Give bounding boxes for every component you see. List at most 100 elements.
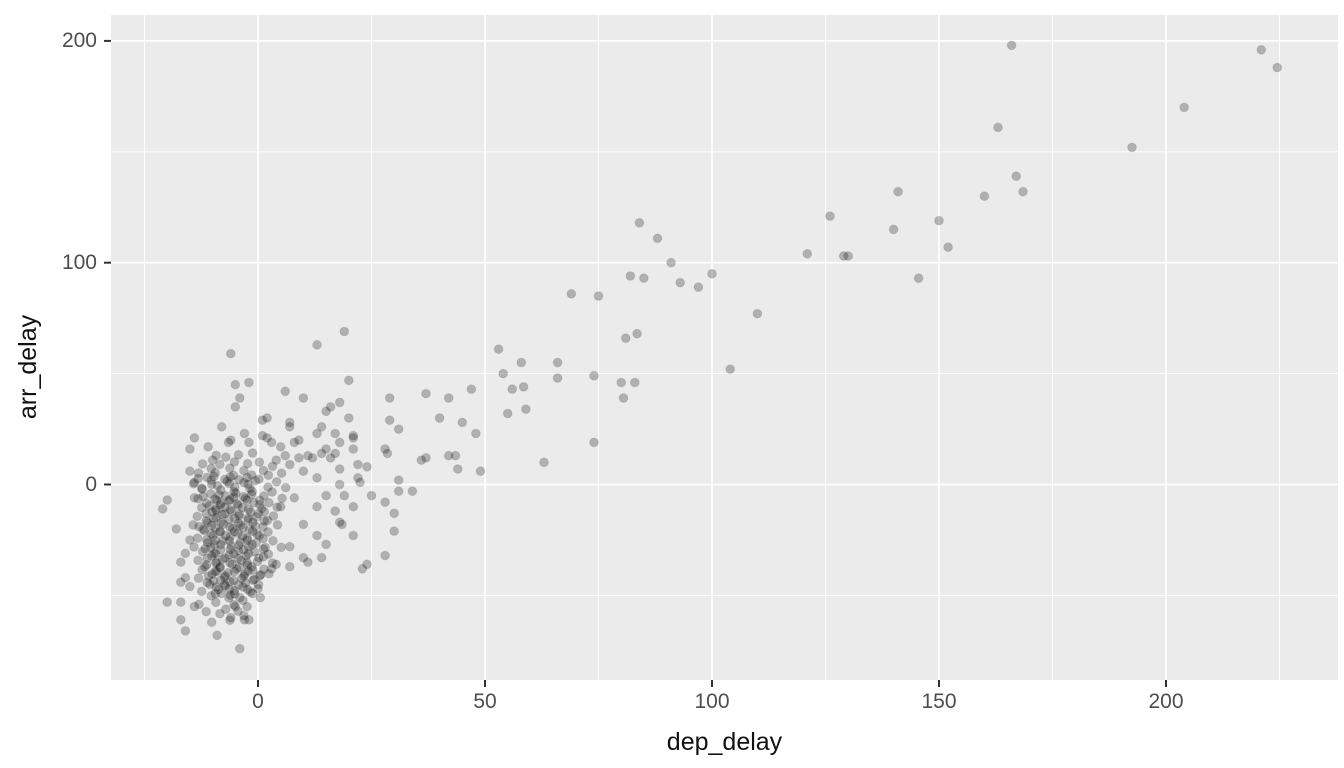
data-point xyxy=(207,507,218,517)
data-point xyxy=(211,557,222,568)
data-point xyxy=(209,471,219,482)
data-point xyxy=(242,560,253,571)
data-point xyxy=(220,474,230,485)
data-point xyxy=(240,578,251,588)
data-point xyxy=(247,539,258,550)
data-point xyxy=(303,450,313,461)
data-point xyxy=(1127,142,1137,153)
data-point xyxy=(382,448,393,459)
data-point xyxy=(208,513,219,524)
data-point xyxy=(225,612,236,623)
data-point xyxy=(207,455,218,466)
data-point xyxy=(226,506,237,517)
data-point xyxy=(239,571,249,581)
data-point xyxy=(321,490,332,501)
data-point xyxy=(334,437,345,448)
data-point xyxy=(204,500,215,511)
data-point xyxy=(234,592,245,603)
data-point xyxy=(280,482,291,493)
data-point xyxy=(162,495,173,505)
data-point xyxy=(202,553,213,563)
data-point xyxy=(330,506,341,517)
data-point xyxy=(284,541,295,552)
data-point xyxy=(244,437,254,448)
data-point xyxy=(893,186,903,197)
data-point xyxy=(206,463,217,474)
data-point xyxy=(276,468,287,479)
data-point xyxy=(226,540,237,551)
data-point xyxy=(254,530,265,541)
data-point xyxy=(303,557,313,567)
data-point xyxy=(693,282,704,293)
data-point xyxy=(257,415,268,426)
data-point xyxy=(223,437,234,448)
data-point xyxy=(389,526,400,536)
data-point xyxy=(193,573,204,583)
data-point xyxy=(229,482,240,493)
data-point xyxy=(210,504,221,515)
data-point xyxy=(210,597,221,608)
data-point xyxy=(224,535,235,546)
data-point xyxy=(193,473,204,484)
data-point xyxy=(251,537,262,548)
data-point xyxy=(175,557,186,567)
data-point xyxy=(434,413,445,423)
data-point xyxy=(188,520,199,530)
data-point xyxy=(234,540,244,550)
data-point xyxy=(206,528,217,539)
data-point xyxy=(255,569,266,580)
data-point xyxy=(666,257,676,268)
data-point xyxy=(225,531,236,542)
data-point xyxy=(888,224,899,235)
data-point xyxy=(362,461,372,472)
data-point xyxy=(316,421,327,432)
data-point xyxy=(248,517,258,528)
data-point xyxy=(312,501,322,512)
data-point xyxy=(284,459,295,470)
data-point xyxy=(214,490,224,500)
data-point xyxy=(197,459,208,469)
data-point xyxy=(312,428,322,439)
data-point xyxy=(253,508,264,519)
data-point xyxy=(189,542,199,552)
data-point xyxy=(215,608,225,619)
data-point xyxy=(316,448,327,459)
data-point xyxy=(216,588,227,599)
data-point xyxy=(993,122,1003,133)
data-point xyxy=(197,546,208,557)
data-point xyxy=(259,516,270,526)
data-point xyxy=(229,588,240,599)
data-point xyxy=(267,558,278,568)
data-point xyxy=(225,504,236,515)
data-point xyxy=(201,516,212,526)
data-point xyxy=(225,544,236,555)
data-point xyxy=(450,450,461,461)
data-point xyxy=(210,588,221,599)
data-point xyxy=(229,492,239,503)
data-point xyxy=(452,464,463,474)
data-point xyxy=(229,526,240,537)
data-point xyxy=(566,288,577,299)
data-point xyxy=(216,517,227,528)
data-point xyxy=(625,271,636,281)
data-point xyxy=(230,601,241,612)
data-point xyxy=(416,455,427,466)
data-point xyxy=(185,581,195,592)
data-point xyxy=(210,494,220,504)
data-point xyxy=(228,575,239,586)
data-point xyxy=(334,464,345,474)
data-point xyxy=(225,463,235,474)
data-point xyxy=(253,579,264,590)
data-point xyxy=(267,461,278,472)
data-point xyxy=(421,388,431,399)
data-point xyxy=(384,393,395,403)
data-point xyxy=(284,417,295,428)
data-point xyxy=(220,581,231,591)
data-point xyxy=(220,570,231,581)
data-point xyxy=(238,582,248,592)
data-point xyxy=(225,494,235,505)
data-point xyxy=(225,577,235,587)
data-point xyxy=(230,402,241,412)
data-point xyxy=(263,549,274,559)
data-point xyxy=(262,515,273,526)
